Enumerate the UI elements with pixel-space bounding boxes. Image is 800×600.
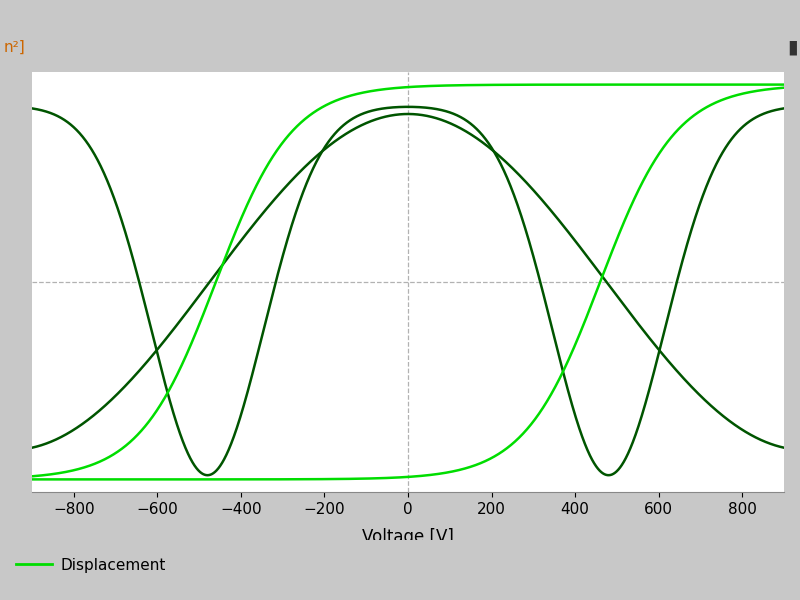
Text: Displacement: Displacement [60,558,166,572]
X-axis label: Voltage [V]: Voltage [V] [362,528,454,546]
Text: n²]: n²] [4,39,26,54]
Text: ▮: ▮ [788,37,798,56]
